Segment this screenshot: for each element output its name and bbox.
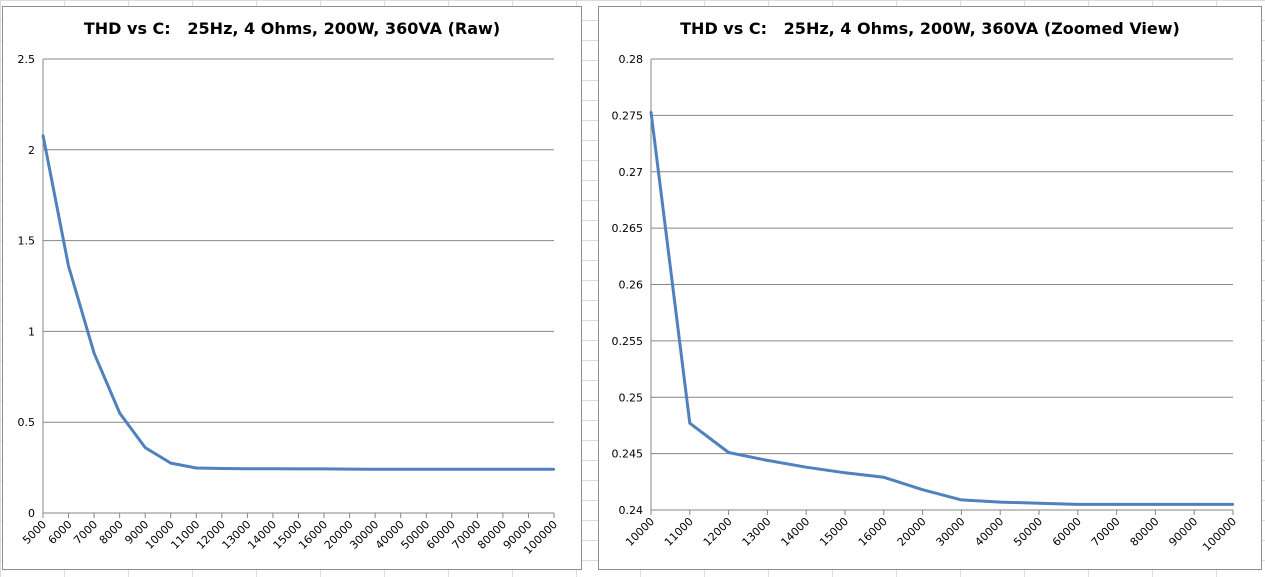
- y-tick-label: 0.27: [619, 166, 644, 179]
- data-point: [297, 467, 300, 471]
- data-point: [527, 468, 530, 471]
- y-tick-label: 0.25: [619, 391, 644, 404]
- x-tick-label: 16000: [856, 515, 890, 549]
- series-line: [41, 135, 554, 471]
- series-line: [649, 111, 1233, 506]
- chart-panel-raw: THD vs C: 25Hz, 4 Ohms, 200W, 360VA (Raw…: [2, 6, 582, 570]
- x-tick-label: 50000: [1011, 515, 1045, 549]
- y-tick-label: 2: [28, 144, 35, 157]
- y-tick-label: 0.265: [612, 222, 644, 235]
- data-point: [1076, 503, 1079, 506]
- data-point: [1115, 503, 1118, 506]
- x-tick-label: 7000: [71, 518, 100, 547]
- data-point: [322, 467, 326, 471]
- x-tick-label: 5000: [20, 518, 49, 547]
- chart-plot-zoomed: 0.24 0.245 0.25 0.255 0.26 0.265 0.27 0.275 0.28…: [612, 53, 1240, 554]
- x-tick-label: 13000: [740, 515, 774, 549]
- y-tick-label: 0.255: [612, 335, 644, 348]
- chart-panel-zoomed: THD vs C: 25Hz, 4 Ohms, 200W, 360VA (Zoo…: [598, 6, 1262, 570]
- y-tick-label: 0.26: [619, 279, 644, 292]
- data-point: [843, 471, 847, 474]
- data-point: [727, 451, 730, 454]
- data-point: [399, 468, 402, 471]
- data-point: [450, 468, 453, 471]
- data-point: [766, 459, 769, 462]
- data-point: [67, 264, 70, 268]
- x-tick-label: 60000: [1050, 515, 1084, 549]
- data-point: [882, 476, 885, 479]
- data-point: [1193, 503, 1196, 506]
- x-tick-label: 80000: [1128, 515, 1162, 549]
- data-point: [41, 134, 45, 137]
- data-point: [476, 468, 479, 471]
- data-point: [92, 351, 96, 355]
- x-tick-label: 20000: [895, 515, 929, 549]
- data-point: [373, 468, 377, 471]
- data-point: [999, 500, 1002, 504]
- x-tick-label: 11000: [662, 515, 696, 549]
- data-point: [118, 411, 121, 415]
- data-point: [271, 467, 275, 470]
- y-tick-label: 2.5: [18, 53, 36, 66]
- x-tick-label: 40000: [972, 515, 1006, 549]
- data-point: [220, 467, 224, 470]
- data-point: [1037, 502, 1041, 505]
- x-tick-label: 70000: [1089, 515, 1123, 549]
- data-point: [552, 468, 556, 471]
- chart-plot-raw: 00.511.522.55000600070008000900010000110…: [18, 53, 561, 557]
- x-tick-label: 10000: [623, 515, 657, 549]
- y-tick-label: 0.5: [18, 416, 36, 429]
- x-tick-label: 15000: [817, 515, 851, 549]
- y-tick-label: 1: [28, 325, 35, 338]
- data-point: [1231, 503, 1235, 506]
- data-point: [805, 465, 808, 469]
- x-tick-label: 14000: [778, 515, 812, 549]
- x-tick-label: 30000: [934, 515, 968, 549]
- data-point: [649, 110, 653, 114]
- data-point: [425, 468, 428, 471]
- data-point: [501, 468, 505, 471]
- x-tick-label: 6000: [46, 518, 75, 547]
- data-point: [921, 488, 924, 491]
- data-point: [960, 498, 963, 502]
- data-point: [195, 466, 198, 470]
- x-tick-label: 12000: [701, 515, 735, 549]
- data-point: [246, 467, 249, 470]
- chart-title: THD vs C: 25Hz, 4 Ohms, 200W, 360VA (Zoo…: [680, 19, 1180, 38]
- x-tick-label: 100000: [1200, 515, 1239, 554]
- y-tick-label: 0.275: [612, 109, 644, 122]
- y-tick-label: 0.24: [619, 504, 644, 517]
- data-point: [169, 461, 172, 465]
- y-tick-label: 0.28: [619, 53, 644, 66]
- data-point: [348, 467, 351, 471]
- y-tick-label: 1.5: [18, 235, 36, 248]
- y-tick-label: 0.245: [612, 448, 644, 461]
- data-point: [1154, 503, 1157, 506]
- chart-title: THD vs C: 25Hz, 4 Ohms, 200W, 360VA (Raw…: [83, 19, 501, 38]
- y-tick-label: 0: [28, 507, 35, 520]
- x-tick-label: 90000: [1166, 515, 1200, 549]
- data-point: [144, 446, 147, 449]
- data-point: [688, 421, 691, 425]
- x-tick-label: 8000: [97, 518, 126, 547]
